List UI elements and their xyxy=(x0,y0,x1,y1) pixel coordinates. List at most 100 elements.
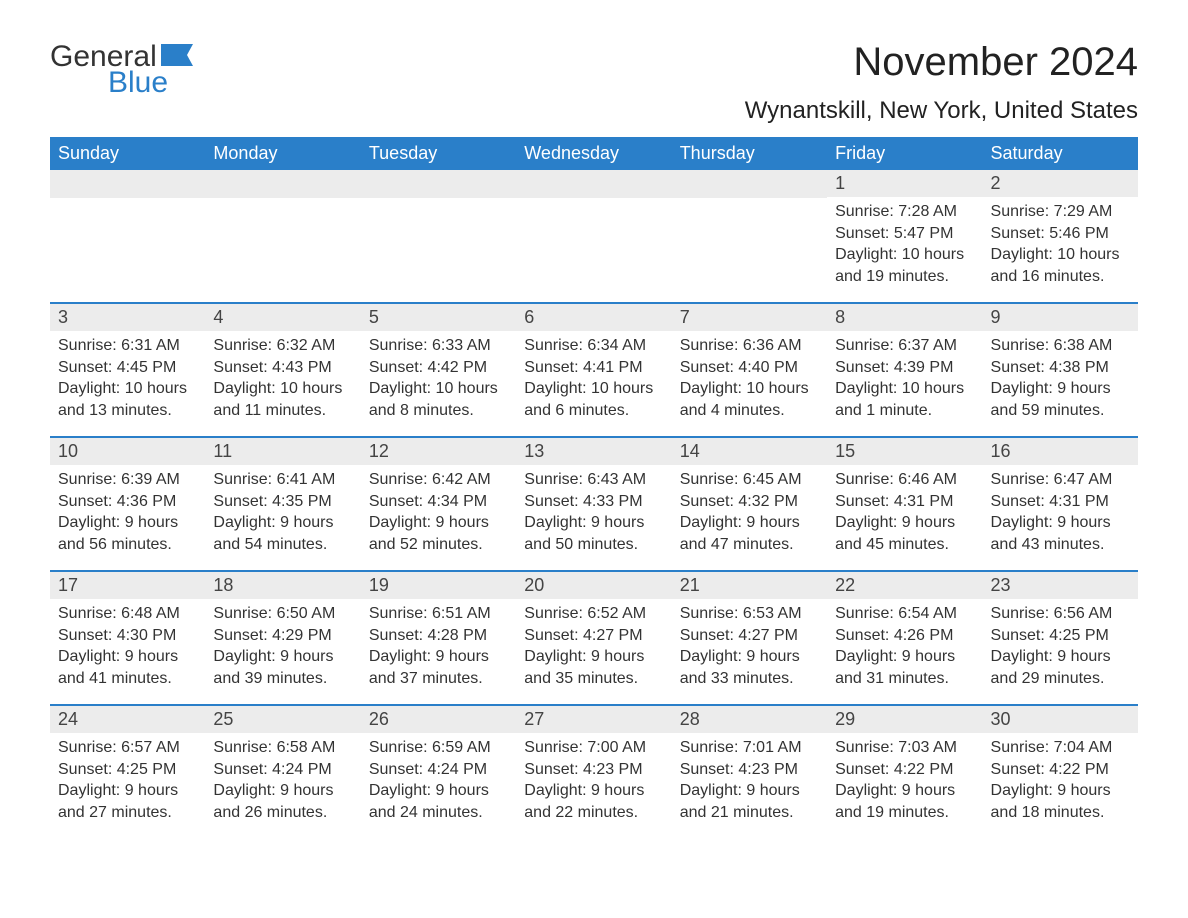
day-cell: 5Sunrise: 6:33 AMSunset: 4:42 PMDaylight… xyxy=(361,304,516,436)
day-details: Sunrise: 6:57 AMSunset: 4:25 PMDaylight:… xyxy=(50,733,205,831)
week-row: 10Sunrise: 6:39 AMSunset: 4:36 PMDayligh… xyxy=(50,436,1138,570)
sunrise-line: Sunrise: 7:29 AM xyxy=(991,201,1130,223)
day-number: 26 xyxy=(361,706,516,733)
day-cell: 13Sunrise: 6:43 AMSunset: 4:33 PMDayligh… xyxy=(516,438,671,570)
day-details: Sunrise: 7:28 AMSunset: 5:47 PMDaylight:… xyxy=(827,197,982,295)
day-details: Sunrise: 6:41 AMSunset: 4:35 PMDaylight:… xyxy=(205,465,360,563)
daylight-line: Daylight: 9 hours and 45 minutes. xyxy=(835,512,974,555)
sunrise-line: Sunrise: 6:56 AM xyxy=(991,603,1130,625)
empty-day xyxy=(50,170,205,198)
weekday-header: Sunday xyxy=(50,137,205,170)
day-number: 14 xyxy=(672,438,827,465)
weekday-header: Friday xyxy=(827,137,982,170)
day-cell xyxy=(50,170,205,302)
day-cell: 28Sunrise: 7:01 AMSunset: 4:23 PMDayligh… xyxy=(672,706,827,838)
day-number: 10 xyxy=(50,438,205,465)
day-cell: 16Sunrise: 6:47 AMSunset: 4:31 PMDayligh… xyxy=(983,438,1138,570)
day-number: 11 xyxy=(205,438,360,465)
day-number: 1 xyxy=(827,170,982,197)
daylight-line: Daylight: 10 hours and 6 minutes. xyxy=(524,378,663,421)
day-cell: 29Sunrise: 7:03 AMSunset: 4:22 PMDayligh… xyxy=(827,706,982,838)
sunrise-line: Sunrise: 6:37 AM xyxy=(835,335,974,357)
header: General Blue November 2024 Wynantskill, … xyxy=(50,40,1138,125)
daylight-line: Daylight: 9 hours and 47 minutes. xyxy=(680,512,819,555)
sunset-line: Sunset: 4:22 PM xyxy=(991,759,1130,781)
day-cell: 19Sunrise: 6:51 AMSunset: 4:28 PMDayligh… xyxy=(361,572,516,704)
calendar: SundayMondayTuesdayWednesdayThursdayFrid… xyxy=(50,137,1138,838)
day-cell xyxy=(361,170,516,302)
daylight-line: Daylight: 9 hours and 31 minutes. xyxy=(835,646,974,689)
day-cell: 2Sunrise: 7:29 AMSunset: 5:46 PMDaylight… xyxy=(983,170,1138,302)
weekday-header: Tuesday xyxy=(361,137,516,170)
sunrise-line: Sunrise: 6:52 AM xyxy=(524,603,663,625)
sunrise-line: Sunrise: 6:47 AM xyxy=(991,469,1130,491)
day-number: 20 xyxy=(516,572,671,599)
day-details: Sunrise: 6:34 AMSunset: 4:41 PMDaylight:… xyxy=(516,331,671,429)
day-number: 2 xyxy=(983,170,1138,197)
day-details: Sunrise: 6:39 AMSunset: 4:36 PMDaylight:… xyxy=(50,465,205,563)
day-details: Sunrise: 6:38 AMSunset: 4:38 PMDaylight:… xyxy=(983,331,1138,429)
sunrise-line: Sunrise: 6:58 AM xyxy=(213,737,352,759)
day-number: 12 xyxy=(361,438,516,465)
sunset-line: Sunset: 4:24 PM xyxy=(213,759,352,781)
sunset-line: Sunset: 4:25 PM xyxy=(991,625,1130,647)
week-row: 24Sunrise: 6:57 AMSunset: 4:25 PMDayligh… xyxy=(50,704,1138,838)
day-cell: 26Sunrise: 6:59 AMSunset: 4:24 PMDayligh… xyxy=(361,706,516,838)
day-number: 8 xyxy=(827,304,982,331)
sunrise-line: Sunrise: 6:31 AM xyxy=(58,335,197,357)
day-number: 13 xyxy=(516,438,671,465)
day-number: 23 xyxy=(983,572,1138,599)
day-cell: 3Sunrise: 6:31 AMSunset: 4:45 PMDaylight… xyxy=(50,304,205,436)
sunset-line: Sunset: 4:23 PM xyxy=(680,759,819,781)
sunrise-line: Sunrise: 6:45 AM xyxy=(680,469,819,491)
brand-text-2: Blue xyxy=(108,66,168,100)
daylight-line: Daylight: 10 hours and 4 minutes. xyxy=(680,378,819,421)
day-cell xyxy=(205,170,360,302)
day-cell: 4Sunrise: 6:32 AMSunset: 4:43 PMDaylight… xyxy=(205,304,360,436)
day-number: 22 xyxy=(827,572,982,599)
day-cell xyxy=(516,170,671,302)
daylight-line: Daylight: 9 hours and 59 minutes. xyxy=(991,378,1130,421)
day-number: 6 xyxy=(516,304,671,331)
sunset-line: Sunset: 4:27 PM xyxy=(680,625,819,647)
sunset-line: Sunset: 4:32 PM xyxy=(680,491,819,513)
sunrise-line: Sunrise: 7:04 AM xyxy=(991,737,1130,759)
daylight-line: Daylight: 9 hours and 27 minutes. xyxy=(58,780,197,823)
day-cell: 21Sunrise: 6:53 AMSunset: 4:27 PMDayligh… xyxy=(672,572,827,704)
daylight-line: Daylight: 9 hours and 52 minutes. xyxy=(369,512,508,555)
daylight-line: Daylight: 9 hours and 54 minutes. xyxy=(213,512,352,555)
sunrise-line: Sunrise: 6:54 AM xyxy=(835,603,974,625)
day-details: Sunrise: 6:37 AMSunset: 4:39 PMDaylight:… xyxy=(827,331,982,429)
sunrise-line: Sunrise: 6:50 AM xyxy=(213,603,352,625)
day-details: Sunrise: 6:33 AMSunset: 4:42 PMDaylight:… xyxy=(361,331,516,429)
day-cell: 25Sunrise: 6:58 AMSunset: 4:24 PMDayligh… xyxy=(205,706,360,838)
day-details: Sunrise: 6:48 AMSunset: 4:30 PMDaylight:… xyxy=(50,599,205,697)
day-details: Sunrise: 6:43 AMSunset: 4:33 PMDaylight:… xyxy=(516,465,671,563)
sunrise-line: Sunrise: 6:38 AM xyxy=(991,335,1130,357)
sunrise-line: Sunrise: 7:00 AM xyxy=(524,737,663,759)
sunset-line: Sunset: 4:40 PM xyxy=(680,357,819,379)
day-cell: 6Sunrise: 6:34 AMSunset: 4:41 PMDaylight… xyxy=(516,304,671,436)
sunrise-line: Sunrise: 6:51 AM xyxy=(369,603,508,625)
day-cell: 30Sunrise: 7:04 AMSunset: 4:22 PMDayligh… xyxy=(983,706,1138,838)
day-number: 17 xyxy=(50,572,205,599)
sunrise-line: Sunrise: 6:57 AM xyxy=(58,737,197,759)
daylight-line: Daylight: 9 hours and 19 minutes. xyxy=(835,780,974,823)
sunset-line: Sunset: 4:42 PM xyxy=(369,357,508,379)
daylight-line: Daylight: 9 hours and 35 minutes. xyxy=(524,646,663,689)
daylight-line: Daylight: 9 hours and 41 minutes. xyxy=(58,646,197,689)
sunset-line: Sunset: 4:24 PM xyxy=(369,759,508,781)
day-details: Sunrise: 6:36 AMSunset: 4:40 PMDaylight:… xyxy=(672,331,827,429)
day-cell: 22Sunrise: 6:54 AMSunset: 4:26 PMDayligh… xyxy=(827,572,982,704)
sunrise-line: Sunrise: 6:59 AM xyxy=(369,737,508,759)
daylight-line: Daylight: 9 hours and 29 minutes. xyxy=(991,646,1130,689)
sunset-line: Sunset: 4:43 PM xyxy=(213,357,352,379)
daylight-line: Daylight: 10 hours and 13 minutes. xyxy=(58,378,197,421)
sunrise-line: Sunrise: 7:28 AM xyxy=(835,201,974,223)
day-number: 16 xyxy=(983,438,1138,465)
sunrise-line: Sunrise: 6:41 AM xyxy=(213,469,352,491)
day-details: Sunrise: 6:52 AMSunset: 4:27 PMDaylight:… xyxy=(516,599,671,697)
daylight-line: Daylight: 9 hours and 18 minutes. xyxy=(991,780,1130,823)
day-cell: 9Sunrise: 6:38 AMSunset: 4:38 PMDaylight… xyxy=(983,304,1138,436)
day-cell: 15Sunrise: 6:46 AMSunset: 4:31 PMDayligh… xyxy=(827,438,982,570)
